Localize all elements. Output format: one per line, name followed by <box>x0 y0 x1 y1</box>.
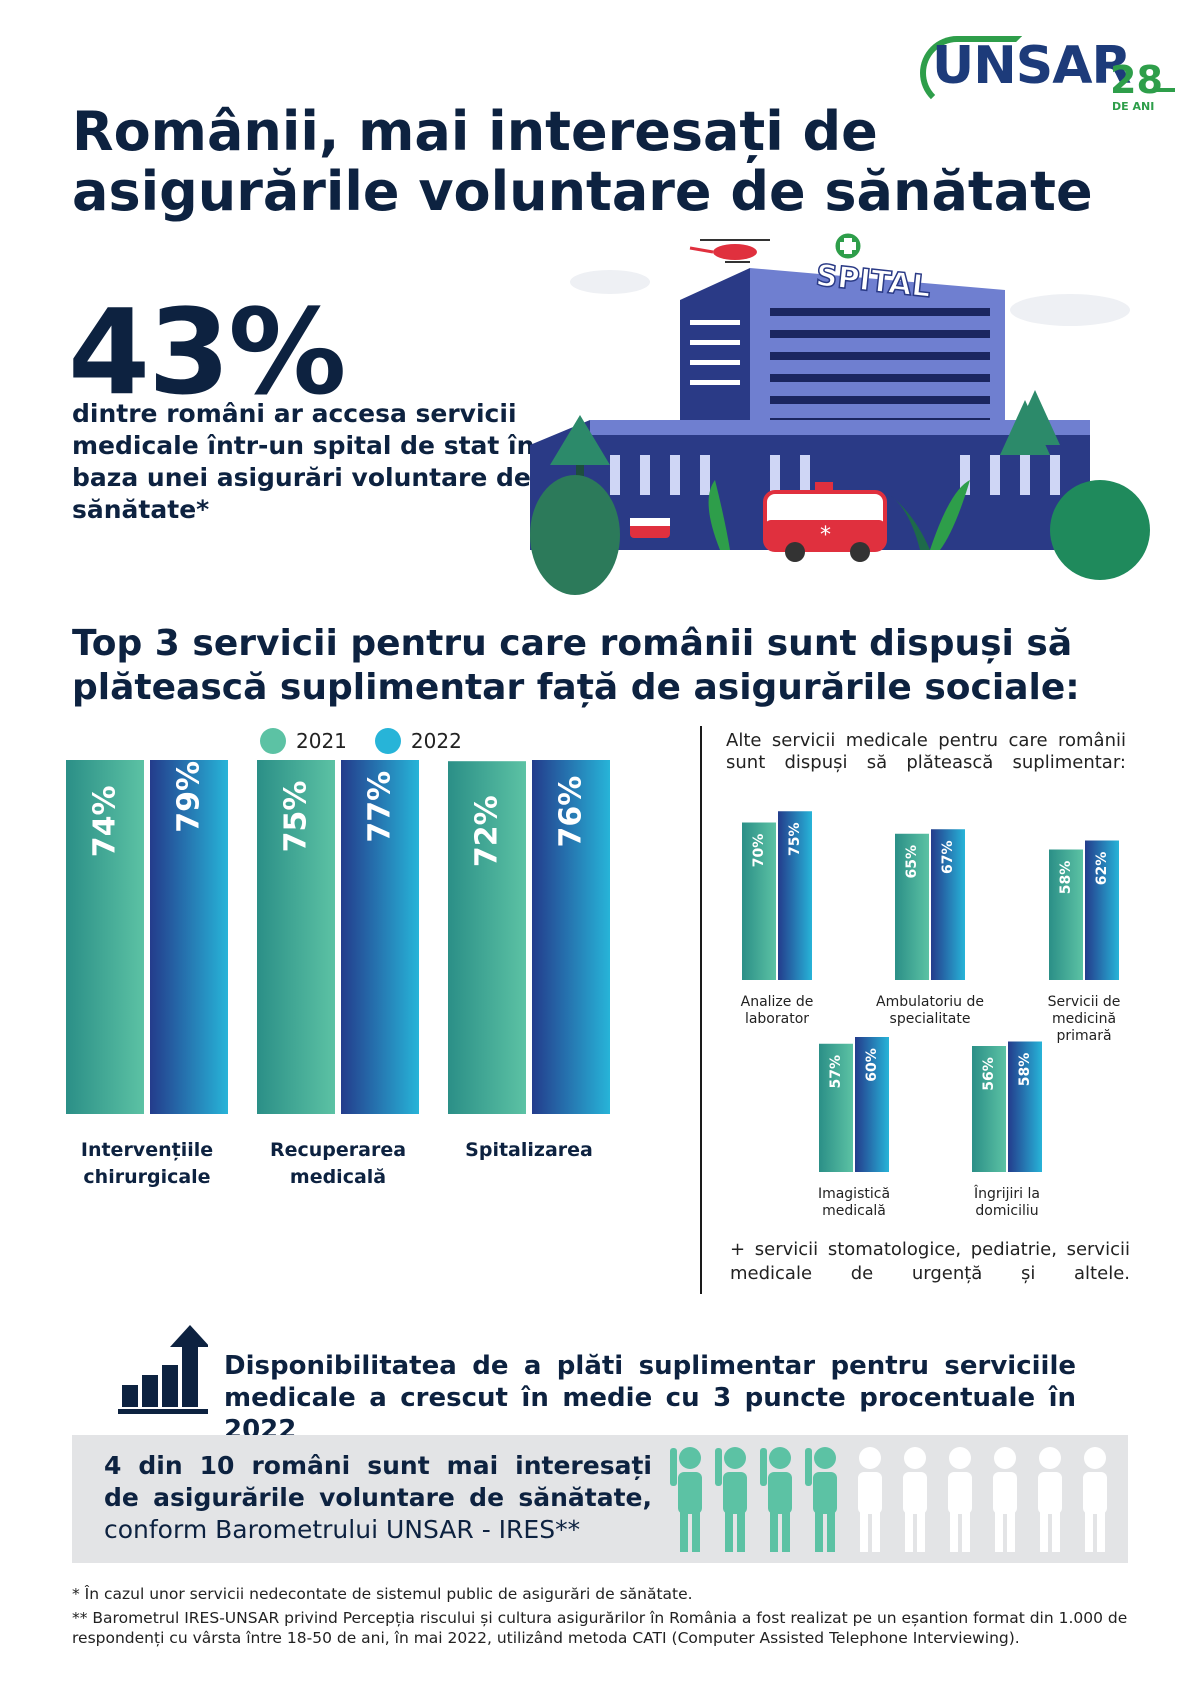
small-category-label-2: Servicii de medicină primară <box>1048 994 1121 1044</box>
trees-icon <box>530 390 1150 595</box>
bar-label-2022-0: 79% <box>172 761 207 833</box>
other-services-chart: 70% 75% Analize de laborator 65% 67% Ambulator… <box>741 811 1121 1219</box>
small-bar-2021-3 <box>819 1043 853 1172</box>
legend-item-2021: 2021 <box>260 728 347 754</box>
banner-line-2: de asigurările voluntare de sănătate, <box>104 1483 652 1512</box>
small-bar-2022-1 <box>931 829 965 980</box>
person-icon-1 <box>670 1447 702 1552</box>
footnote-2: ** Barometrul IRES-UNSAR privind Percepț… <box>72 1609 1128 1647</box>
headline-stat-value: 43% <box>68 283 346 421</box>
small-bar-2022-0 <box>778 811 812 980</box>
small-category-label-1: Ambulatoriu de specialitate <box>876 994 984 1027</box>
person-icon-4 <box>805 1447 837 1552</box>
bar-2021-1 <box>257 760 335 1114</box>
other-services-note: + servicii stomatologice, pediatrie, ser… <box>730 1239 1130 1284</box>
small-bar-label-2022-2: 62% <box>1094 852 1110 886</box>
logo-years: 28 <box>1110 58 1163 102</box>
small-category-label-3: Imagistică medicală <box>818 1186 890 1219</box>
legend-label-2022: 2022 <box>410 729 462 753</box>
person-icon-8 <box>993 1447 1017 1552</box>
other-services-title: Alte servicii medicale pentru care român… <box>726 730 1126 773</box>
person-icon-2 <box>715 1447 747 1552</box>
bar-2021-2 <box>448 761 526 1114</box>
legend-item-2022: 2022 <box>374 728 462 754</box>
chart-legend: 2021 2022 <box>260 726 462 756</box>
trend-statement: Disponibilitatea de a plăti suplimentar … <box>224 1351 1076 1445</box>
growth-chart-icon <box>118 1325 208 1414</box>
top3-title: Top 3 servicii pentru care românii sunt … <box>72 623 1080 708</box>
small-bar-2021-2 <box>1049 849 1083 980</box>
bar-label-2021-1: 75% <box>279 781 314 853</box>
logo-years-label: DE ANI <box>1112 100 1155 113</box>
small-category-label-0: Analize de laborator <box>741 994 814 1027</box>
legend-swatch-2022 <box>374 728 401 754</box>
person-icon-9 <box>1038 1447 1062 1552</box>
small-bar-label-2021-2: 58% <box>1058 861 1074 895</box>
small-bar-2022-4 <box>1008 1041 1042 1172</box>
main-bar-chart: 74% 79% Intervențiile chirurgicale 75% 77% Rec… <box>66 760 610 1188</box>
category-label-0: Intervențiile chirurgicale <box>81 1139 213 1188</box>
small-bar-label-2021-3: 57% <box>828 1055 844 1089</box>
page-title: Românii, mai interesați de asigurările v… <box>72 100 1093 223</box>
person-icon-3 <box>760 1447 792 1552</box>
small-bar-2021-0 <box>742 822 776 980</box>
logo-dash <box>1153 88 1175 92</box>
banner-line-1: 4 din 10 români sunt mai interesați <box>104 1451 652 1480</box>
small-bar-label-2022-0: 75% <box>787 822 803 856</box>
small-bar-label-2021-0: 70% <box>751 834 767 868</box>
bar-label-2021-0: 74% <box>88 785 123 857</box>
small-bar-2022-3 <box>855 1037 889 1172</box>
section-divider <box>700 726 702 1294</box>
bar-2021-0 <box>66 760 144 1114</box>
helicopter-icon <box>689 239 770 263</box>
svg-text:*: * <box>820 523 831 548</box>
small-bar-label-2022-4: 58% <box>1017 1053 1033 1087</box>
category-label-1: Recuperarea medicală <box>270 1139 406 1188</box>
legend-label-2021: 2021 <box>296 729 347 753</box>
small-category-label-4: Îngrijiri la domiciliu <box>973 1184 1040 1219</box>
logo-text: UNSAR <box>932 36 1131 96</box>
small-bar-2021-4 <box>972 1046 1006 1172</box>
small-bar-label-2021-4: 56% <box>981 1057 997 1091</box>
banner-text: 4 din 10 români sunt mai interesați de a… <box>104 1450 652 1546</box>
bar-label-2021-2: 72% <box>470 795 505 867</box>
small-bar-label-2022-3: 60% <box>864 1048 880 1082</box>
hospital-illustration: SPITAL * <box>530 230 1150 595</box>
small-bar-2021-1 <box>895 833 929 980</box>
logo-ring-icon <box>920 36 1022 110</box>
small-bar-label-2021-1: 65% <box>904 845 920 879</box>
ambulance-icon: * <box>763 482 887 562</box>
person-icon-5 <box>858 1447 882 1552</box>
person-icon-6 <box>903 1447 927 1552</box>
bar-label-2022-2: 76% <box>554 776 589 848</box>
legend-swatch-2021 <box>260 728 286 754</box>
unsar-logo: UNSAR 28 DE ANI <box>920 30 1180 113</box>
people-pictogram <box>670 1447 1107 1552</box>
footnote-1: * În cazul unor servicii nedecontate de … <box>72 1585 693 1603</box>
bar-2022-0 <box>150 760 228 1114</box>
small-bar-2022-2 <box>1085 840 1119 980</box>
bar-label-2022-1: 77% <box>363 771 398 843</box>
bar-2022-2 <box>532 760 610 1114</box>
banner-line-3: conform Barometrului UNSAR - IRES** <box>104 1515 581 1544</box>
person-icon-10 <box>1083 1447 1107 1552</box>
bar-2022-1 <box>341 760 419 1114</box>
headline-stat-text: dintre români ar accesa servicii medical… <box>72 399 535 524</box>
person-icon-7 <box>948 1447 972 1552</box>
category-label-2: Spitalizarea <box>465 1139 593 1161</box>
small-bar-label-2022-1: 67% <box>940 840 956 874</box>
